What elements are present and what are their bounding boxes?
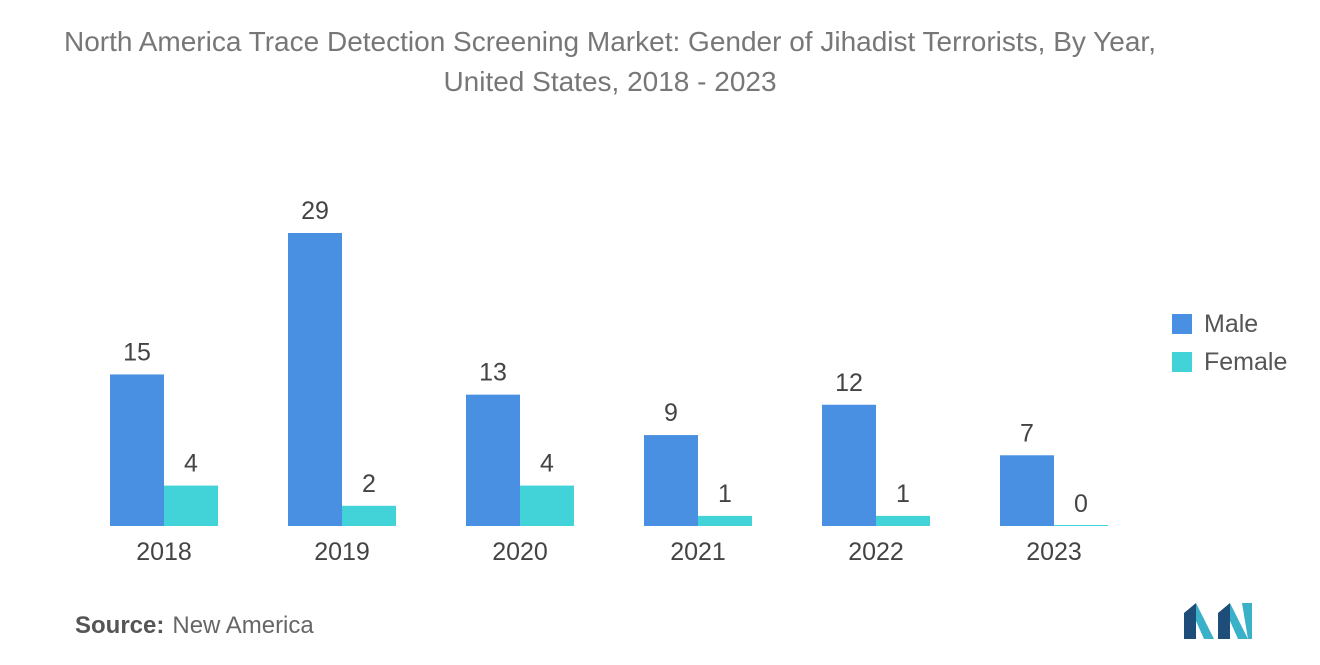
bar-female-2021 bbox=[698, 515, 752, 526]
data-label-female-2022: 1 bbox=[896, 480, 910, 508]
bar-female-2020 bbox=[520, 485, 574, 526]
data-label-male-2021: 9 bbox=[664, 399, 678, 427]
legend-swatch-female bbox=[1172, 352, 1192, 372]
legend-item-male: Male bbox=[1172, 305, 1287, 343]
data-label-male-2023: 7 bbox=[1020, 419, 1034, 447]
bar-male-2018 bbox=[110, 374, 164, 526]
data-label-male-2019: 29 bbox=[301, 197, 329, 225]
x-tick-label-2021: 2021 bbox=[670, 538, 726, 566]
legend-swatch-male bbox=[1172, 314, 1192, 334]
bar-male-2019 bbox=[288, 233, 342, 526]
data-label-female-2019: 2 bbox=[362, 470, 376, 498]
data-label-female-2020: 4 bbox=[540, 450, 554, 478]
data-label-male-2018: 15 bbox=[123, 338, 151, 366]
bar-male-2021 bbox=[644, 435, 698, 526]
bar-male-2020 bbox=[466, 394, 520, 526]
source-value: New America bbox=[172, 612, 314, 639]
legend-label-female: Female bbox=[1204, 347, 1288, 376]
legend-label-male: Male bbox=[1204, 309, 1259, 338]
x-tick-label-2022: 2022 bbox=[848, 538, 904, 566]
bar-female-2018 bbox=[164, 485, 218, 526]
legend: Male Female bbox=[1172, 305, 1287, 381]
bar-female-2023 bbox=[1054, 525, 1108, 526]
bar-male-2022 bbox=[822, 404, 876, 526]
source-label: Source: bbox=[75, 612, 165, 639]
data-label-male-2020: 13 bbox=[479, 359, 507, 387]
source-note: Source: New America bbox=[75, 612, 314, 640]
x-tick-label-2020: 2020 bbox=[492, 538, 548, 566]
legend-item-female: Female bbox=[1172, 343, 1287, 381]
data-label-male-2022: 12 bbox=[835, 369, 863, 397]
bar-female-2019 bbox=[342, 505, 396, 526]
data-label-female-2023: 0 bbox=[1074, 490, 1088, 518]
mordor-logo-icon bbox=[1184, 603, 1252, 639]
x-tick-label-2018: 2018 bbox=[136, 538, 192, 566]
bar-male-2023 bbox=[1000, 455, 1054, 526]
chart-title: North America Trace Detection Screening … bbox=[64, 26, 1156, 97]
x-tick-label-2019: 2019 bbox=[314, 538, 370, 566]
bar-female-2022 bbox=[876, 515, 930, 526]
data-label-female-2018: 4 bbox=[184, 450, 198, 478]
x-tick-label-2023: 2023 bbox=[1026, 538, 1082, 566]
data-label-female-2021: 1 bbox=[718, 480, 732, 508]
